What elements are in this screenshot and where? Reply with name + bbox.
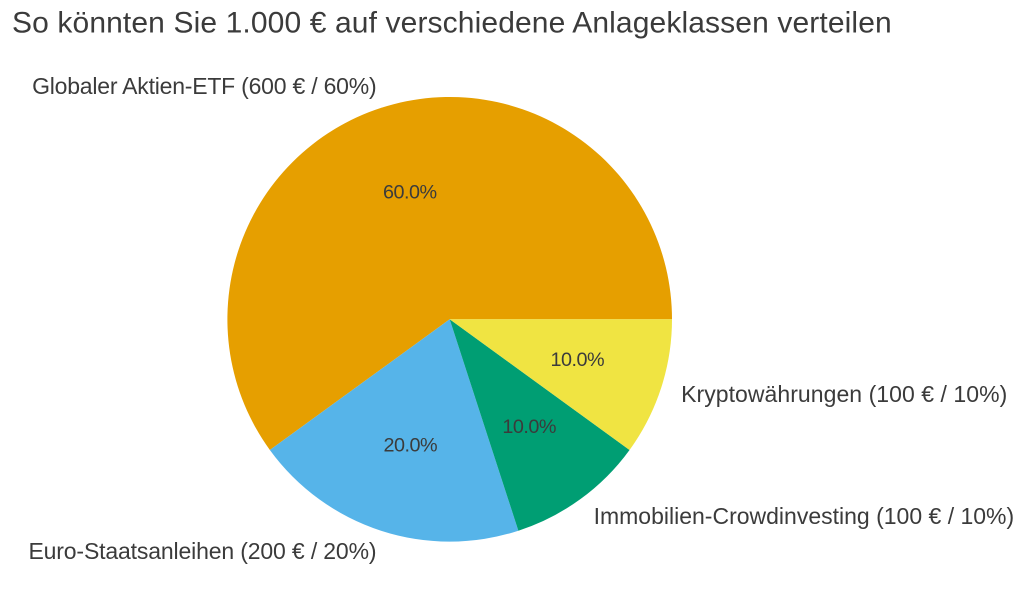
svg-text:Immobilien-Crowdinvesting (100: Immobilien-Crowdinvesting (100 € / 10%) — [594, 503, 1015, 529]
svg-text:Euro-Staatsanleihen (200 € / 2: Euro-Staatsanleihen (200 € / 20%) — [28, 538, 376, 564]
svg-text:10.0%: 10.0% — [551, 349, 605, 371]
svg-text:Globaler Aktien-ETF (600 € / 6: Globaler Aktien-ETF (600 € / 60%) — [32, 73, 376, 99]
svg-text:20.0%: 20.0% — [384, 435, 438, 457]
svg-text:So könnten Sie 1.000 € auf ver: So könnten Sie 1.000 € auf verschiedene … — [12, 7, 892, 40]
svg-text:10.0%: 10.0% — [502, 416, 556, 438]
svg-text:60.0%: 60.0% — [383, 182, 437, 204]
svg-text:Kryptowährungen (100 € / 10%): Kryptowährungen (100 € / 10%) — [681, 381, 1007, 407]
